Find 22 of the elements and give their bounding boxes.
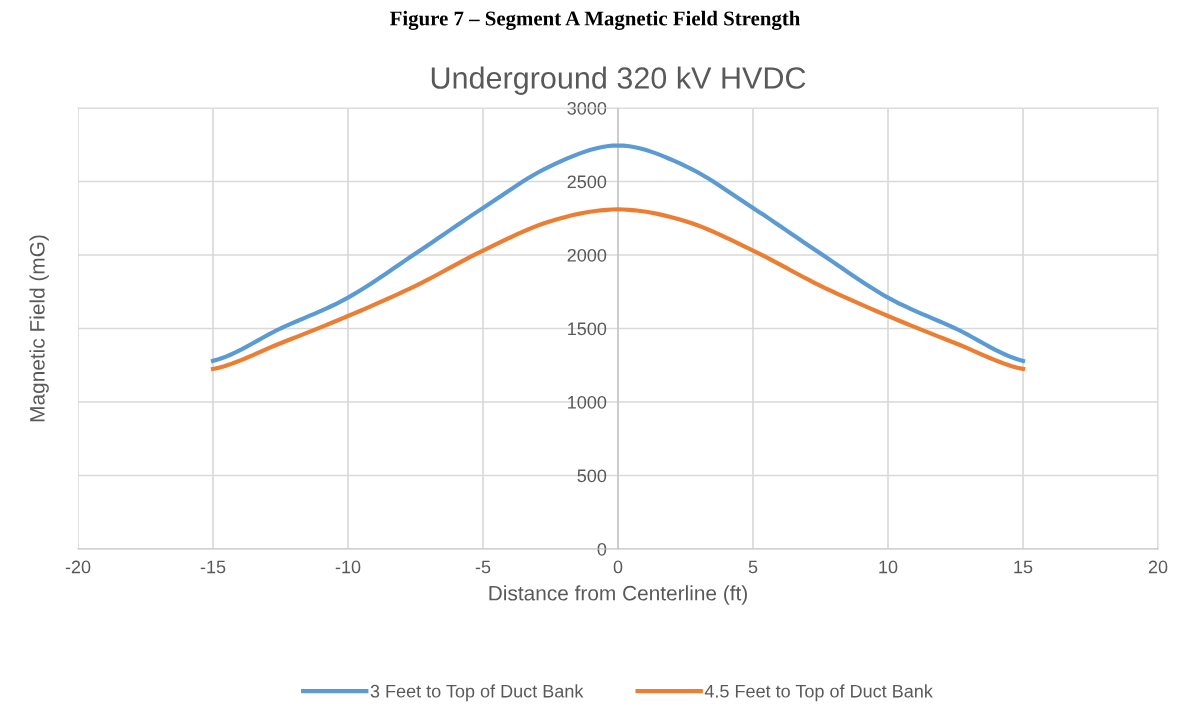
x-tick-label: 5 xyxy=(748,560,758,574)
x-tick-label: -5 xyxy=(475,560,491,574)
legend-label: 3 Feet to Top of Duct Bank xyxy=(370,684,584,702)
y-tick-label: 0 xyxy=(597,542,607,556)
chart-subtitle: Figure 7 – Segment A Magnetic Field Strength xyxy=(390,10,801,30)
x-tick-label: -20 xyxy=(65,560,91,574)
legend-label: 4.5 Feet to Top of Duct Bank xyxy=(704,684,933,702)
x-tick-label: 10 xyxy=(879,560,898,574)
y-tick-label: 1500 xyxy=(568,322,607,336)
chart-title: Underground 320 kV HVDC xyxy=(431,66,806,95)
x-tick-label: 15 xyxy=(1014,560,1033,574)
y-tick-label: 500 xyxy=(577,469,607,483)
x-tick-label: 0 xyxy=(613,560,623,574)
y-tick-label: 3000 xyxy=(567,101,607,115)
x-tick-label: 20 xyxy=(1148,560,1168,574)
x-tick-label: -10 xyxy=(335,560,361,574)
x-axis-title: Distance from Centerline (ft) xyxy=(489,585,747,605)
x-tick-label: -15 xyxy=(200,560,226,574)
y-axis-title: Magnetic Field (mG) xyxy=(29,235,49,422)
y-tick-label: 2000 xyxy=(567,248,607,262)
y-tick-label: 2500 xyxy=(567,175,607,189)
y-tick-label: 1000 xyxy=(568,395,607,409)
